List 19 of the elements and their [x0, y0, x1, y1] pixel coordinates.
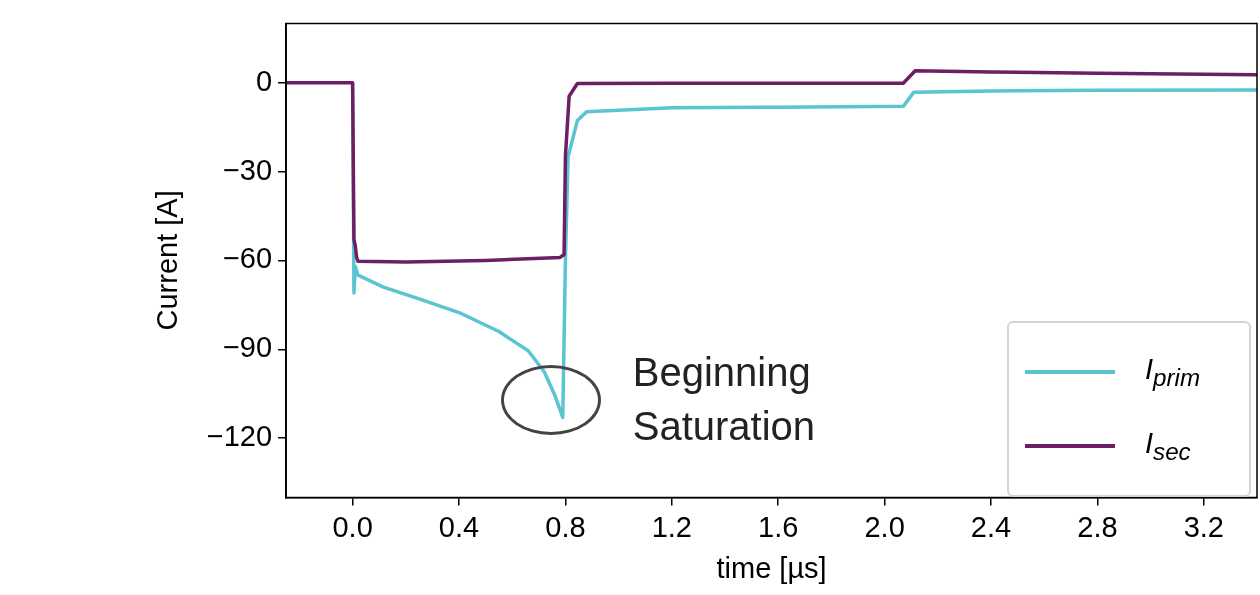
- y-tick-label: −120: [206, 420, 273, 453]
- x-axis-title: time [µs]: [716, 551, 827, 584]
- y-tick-label: −60: [222, 242, 273, 275]
- x-tick-label: 1.6: [758, 510, 799, 543]
- x-tick-label: 3.2: [1183, 510, 1224, 543]
- legend-label: I$_{prim}$: [1145, 352, 1202, 392]
- y-axis-title: Current [A]: [151, 190, 184, 331]
- y-tick-label: −30: [222, 153, 273, 186]
- x-tick-label: 0.8: [545, 510, 586, 543]
- x-tick-label: 2.8: [1077, 510, 1118, 543]
- y-tick-label: 0: [255, 64, 273, 97]
- x-tick-label: 2.4: [970, 510, 1012, 543]
- annotation: Beginning Saturation: [632, 349, 816, 451]
- legend-label: I$_{sec}$: [1145, 426, 1192, 466]
- x-tick-label: 0.4: [438, 510, 480, 543]
- x-tick-label: 2.0: [864, 510, 905, 543]
- x-tick-label: 1.2: [651, 510, 692, 543]
- x-tick-label: 0.0: [332, 510, 373, 543]
- y-tick-label: −90: [222, 331, 273, 364]
